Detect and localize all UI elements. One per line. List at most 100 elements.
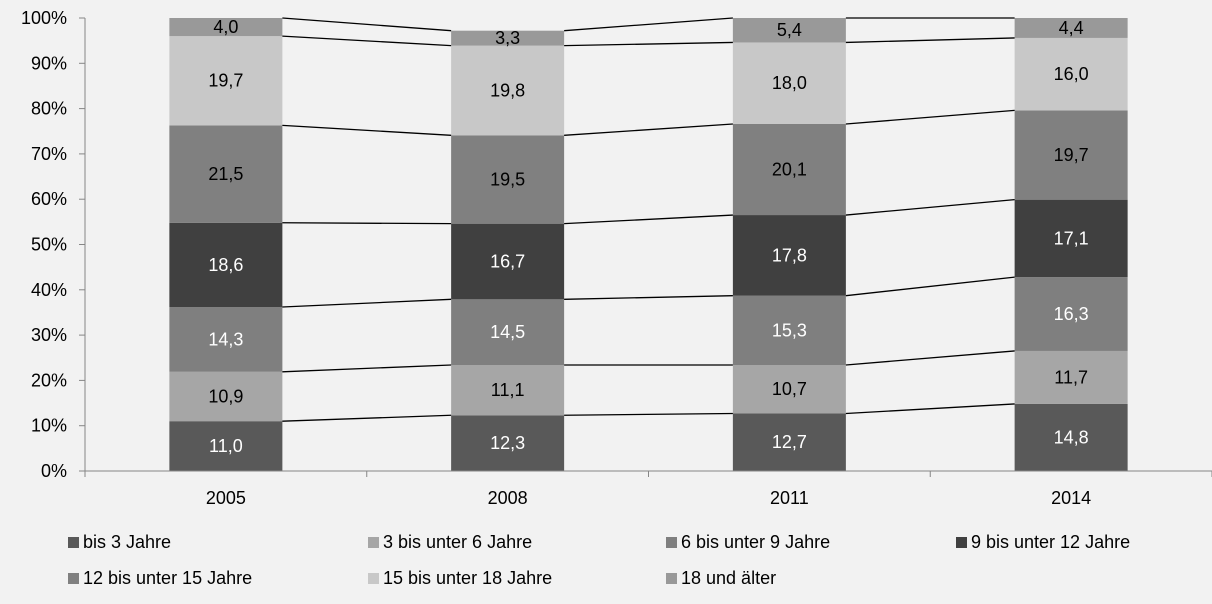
data-label: 12,7 — [772, 432, 807, 452]
data-label: 4,0 — [213, 17, 238, 37]
bar-segment — [1014, 350, 1128, 404]
legend-swatch — [666, 573, 677, 584]
bar-segment — [732, 124, 846, 216]
legend-item: 9 bis unter 12 Jahre — [956, 532, 1130, 553]
data-label: 11,7 — [1054, 367, 1088, 387]
y-tick-label: 10% — [31, 416, 67, 436]
bar-segment — [169, 125, 283, 223]
data-label: 17,1 — [1054, 228, 1089, 248]
bar-segment — [169, 222, 283, 308]
y-tick-label: 0% — [41, 461, 67, 481]
legend-swatch — [368, 573, 379, 584]
bar-segment — [1014, 18, 1128, 38]
data-label: 14,5 — [490, 322, 525, 342]
legend-swatch — [68, 537, 79, 548]
legend-swatch — [666, 537, 677, 548]
data-label: 11,0 — [209, 436, 243, 456]
data-label: 19,7 — [208, 71, 243, 91]
bar-segment — [451, 415, 565, 471]
bar-segment — [169, 307, 283, 372]
legend-item: bis 3 Jahre — [68, 532, 171, 553]
bar-segment — [732, 215, 846, 296]
series-line — [564, 41, 733, 47]
bar-segment — [1014, 403, 1128, 471]
bar-segment — [451, 299, 565, 365]
legend-label: 12 bis unter 15 Jahre — [83, 568, 253, 588]
data-label: 11,1 — [491, 380, 525, 400]
y-tick-label: 30% — [31, 325, 67, 345]
data-label: 4,4 — [1059, 18, 1084, 38]
series-line — [564, 412, 733, 416]
y-tick-label: 40% — [31, 280, 67, 300]
bar-segment — [169, 18, 283, 37]
legend-item: 15 bis unter 18 Jahre — [368, 568, 552, 589]
data-label: 5,4 — [777, 20, 802, 40]
data-label: 12,3 — [490, 433, 525, 453]
bar-segment — [451, 223, 565, 300]
bar-segment — [732, 364, 846, 414]
y-tick-label: 50% — [31, 235, 67, 255]
data-label: 10,7 — [772, 379, 807, 399]
series-line — [845, 350, 1015, 366]
legend-label: bis 3 Jahre — [83, 532, 172, 552]
data-label: 14,8 — [1054, 427, 1089, 447]
data-label: 16,3 — [1054, 304, 1089, 324]
chart-plot-area: 0% 10% 20% 30% 40% 50% 60% 70% 80% 90% 100% 11,0 10,… — [21, 8, 1212, 508]
series-line — [282, 124, 452, 136]
bar-segment — [451, 45, 565, 136]
bar-segment — [1014, 199, 1128, 278]
series-line — [845, 37, 1015, 44]
series-line — [282, 364, 452, 373]
chart-legend: bis 3 Jahre 3 bis unter 6 Jahre 6 bis unte… — [68, 532, 1198, 602]
data-label: 17,8 — [772, 245, 807, 265]
data-label: 19,8 — [490, 80, 525, 100]
data-label: 18,6 — [208, 255, 243, 275]
bar-segment — [732, 18, 846, 43]
legend-item: 3 bis unter 6 Jahre — [368, 532, 532, 553]
series-line — [282, 35, 452, 47]
x-tick-label: 2008 — [488, 488, 528, 508]
x-tick-label: 2011 — [770, 488, 809, 508]
bar-segment — [169, 421, 283, 471]
series-line — [845, 276, 1015, 297]
y-tick-label: 60% — [31, 189, 67, 209]
series-line — [564, 295, 733, 300]
series-line — [845, 199, 1015, 216]
data-label: 21,5 — [208, 164, 243, 184]
bar-segment — [169, 371, 283, 422]
bar-segment — [451, 364, 565, 416]
legend-swatch — [368, 537, 379, 548]
y-tick-label: 80% — [31, 99, 67, 119]
legend-label: 15 bis unter 18 Jahre — [383, 568, 553, 588]
data-label: 19,5 — [490, 169, 525, 189]
series-line — [282, 17, 452, 32]
series-line — [282, 222, 452, 225]
data-label: 16,0 — [1054, 64, 1089, 84]
legend-item: 12 bis unter 15 Jahre — [68, 568, 252, 589]
series-line — [564, 214, 733, 225]
data-label: 18,0 — [772, 73, 807, 93]
bar-segment — [169, 36, 283, 126]
y-tick-label: 20% — [31, 370, 67, 390]
bar-segment — [732, 42, 846, 125]
legend-item: 6 bis unter 9 Jahre — [666, 532, 830, 553]
bar-segment — [451, 135, 565, 224]
series-line — [564, 123, 733, 136]
bar-segment — [1014, 277, 1128, 351]
y-tick-label: 100% — [21, 8, 67, 28]
legend-item: 18 und älter — [666, 568, 776, 589]
series-line — [845, 403, 1015, 415]
series-line — [845, 109, 1015, 125]
data-label: 15,3 — [772, 320, 807, 340]
series-line — [282, 414, 452, 422]
y-tick-label: 90% — [31, 53, 67, 73]
data-label: 16,7 — [490, 251, 525, 271]
legend-label: 3 bis unter 6 Jahre — [383, 532, 533, 552]
bar-segment — [732, 413, 846, 471]
data-label: 3,3 — [495, 28, 520, 48]
legend-label: 6 bis unter 9 Jahre — [681, 532, 831, 552]
data-label: 14,3 — [208, 329, 243, 349]
x-tick-label: 2005 — [206, 488, 246, 508]
data-label: 10,9 — [208, 386, 243, 406]
bar-segment — [451, 30, 565, 46]
